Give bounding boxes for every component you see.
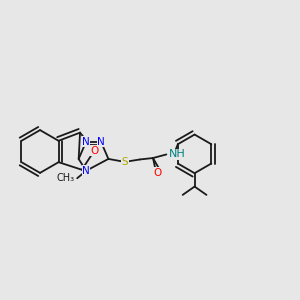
Text: N: N	[97, 137, 105, 147]
Text: O: O	[153, 168, 162, 178]
Text: O: O	[90, 146, 98, 155]
Text: S: S	[122, 157, 128, 167]
Text: NH: NH	[169, 149, 185, 160]
Text: N: N	[82, 166, 90, 176]
Text: N: N	[82, 137, 90, 147]
Text: CH₃: CH₃	[57, 173, 75, 183]
